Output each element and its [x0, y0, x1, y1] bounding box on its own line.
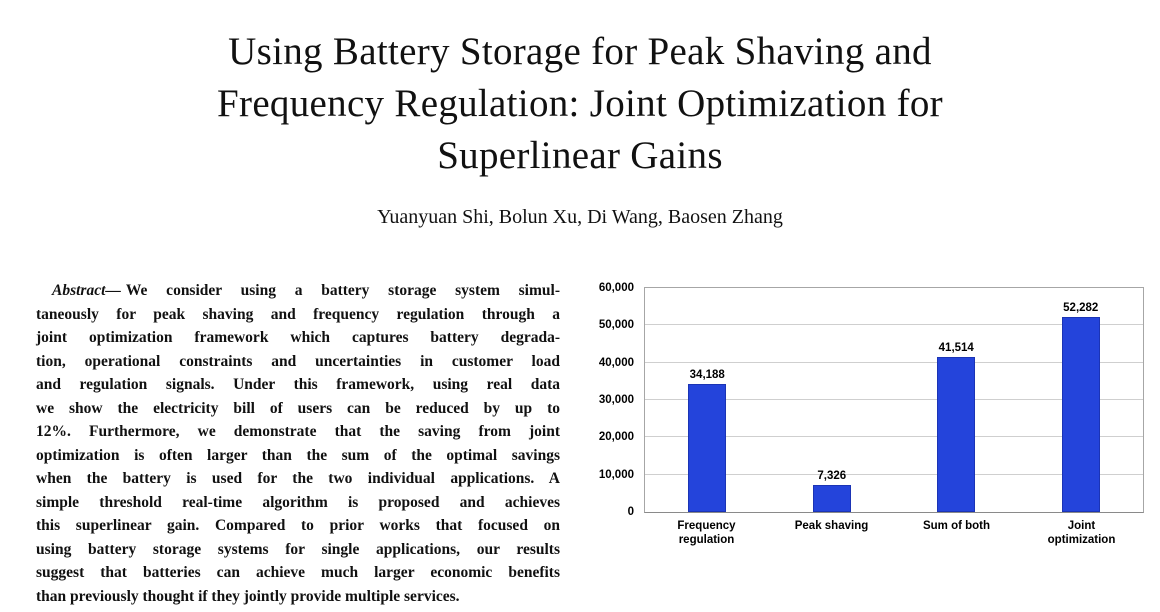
- y-tick-label: 0: [627, 506, 634, 518]
- y-tick-label: 40,000: [598, 356, 634, 369]
- bar-value-label: 7,326: [817, 469, 847, 482]
- abstract-line: than previously thought if they jointly …: [36, 587, 460, 605]
- title-line-3: Superlinear Gains: [437, 134, 723, 177]
- gridline: [645, 324, 1143, 326]
- paper-page: Using Battery Storage for Peak Shaving a…: [0, 26, 1160, 612]
- category-label: Frequency regulation: [677, 520, 736, 546]
- y-tick-label: 20,000: [598, 431, 634, 444]
- abstract: Abstract— We consider using a battery sto…: [36, 279, 560, 608]
- figure-bar-chart: 0 10,000 20,000 30,000 40,000 50,000 60,000 34…: [588, 282, 1144, 547]
- chart-plot-area: 34,188 7,326 41,514 52,282: [644, 287, 1144, 513]
- abstract-line: 12%. Furthermore, we demonstrate that th…: [36, 423, 560, 440]
- category-label: Peak shaving: [794, 520, 869, 532]
- bar-column: 34,188: [645, 288, 770, 512]
- y-axis-spacer: [588, 519, 644, 547]
- page-content: Abstract— We consider using a battery sto…: [0, 273, 1160, 605]
- abstract-line: simple threshold real-time algorithm is …: [36, 493, 560, 511]
- chart-main: 0 10,000 20,000 30,000 40,000 50,000 60,000 34…: [588, 282, 1144, 518]
- abstract-line: Abstract— We consider using a battery sto…: [36, 279, 560, 303]
- gridline: [645, 399, 1143, 400]
- bar-column: 41,514: [894, 288, 1019, 512]
- gridline: [645, 361, 1143, 363]
- bar-column: 52,282: [1019, 288, 1144, 512]
- title-line-1: Using Battery Storage for Peak Shaving a…: [228, 30, 932, 73]
- bar: [937, 357, 976, 512]
- abstract-line: taneously for peak shaving and frequency…: [36, 305, 560, 323]
- paper-title: Using Battery Storage for Peak Shaving a…: [40, 26, 1120, 182]
- chart-x-axis-row: Frequency regulation Peak shaving Sum of bo…: [588, 519, 1144, 547]
- abstract-line: and regulation signals. Under this frame…: [36, 376, 560, 393]
- gridline: [645, 473, 1143, 475]
- abstract-line: using battery storage systems for single…: [36, 540, 560, 558]
- abstract-line: optimization is often larger than the su…: [36, 446, 560, 464]
- y-tick-label: 60,000: [598, 282, 634, 294]
- bar: [812, 484, 851, 512]
- abstract-line: tion, operational constraints and uncert…: [36, 352, 560, 370]
- bar-value-label: 34,188: [689, 369, 725, 382]
- paper-authors: Yuanyuan Shi, Bolun Xu, Di Wang, Baosen …: [377, 206, 783, 228]
- abstract-line: joint optimization framework which captu…: [36, 329, 560, 346]
- bar-column: 7,326: [770, 288, 895, 512]
- y-tick-label: 50,000: [598, 319, 634, 332]
- abstract-line: this superlinear gain. Compared to prior…: [36, 517, 560, 534]
- chart-x-axis: Frequency regulation Peak shaving Sum of bo…: [644, 519, 1144, 547]
- bar-value-label: 52,282: [1063, 301, 1099, 314]
- gridline: [645, 436, 1143, 438]
- bar-value-label: 41,514: [938, 342, 974, 355]
- title-line-2: Frequency Regulation: Joint Optimization…: [217, 82, 943, 125]
- y-tick-label: 30,000: [598, 394, 634, 406]
- abstract-first-line-text: We consider using a battery storage syst…: [125, 282, 560, 299]
- chart-y-axis: 0 10,000 20,000 30,000 40,000 50,000 60,000: [588, 282, 638, 518]
- abstract-label: Abstract—: [52, 282, 121, 299]
- bar: [688, 384, 727, 512]
- y-tick-label: 10,000: [598, 468, 634, 481]
- abstract-line: suggest that batteries can achieve much …: [36, 564, 560, 581]
- abstract-column: Abstract— We consider using a battery sto…: [36, 279, 560, 608]
- abstract-line: we show the electricity bill of users ca…: [36, 399, 560, 417]
- category-label: Sum of both: [922, 520, 991, 532]
- category-label: Joint optimization: [1047, 520, 1116, 546]
- abstract-line: when the battery is used for the two ind…: [36, 470, 560, 487]
- bar: [1061, 316, 1100, 512]
